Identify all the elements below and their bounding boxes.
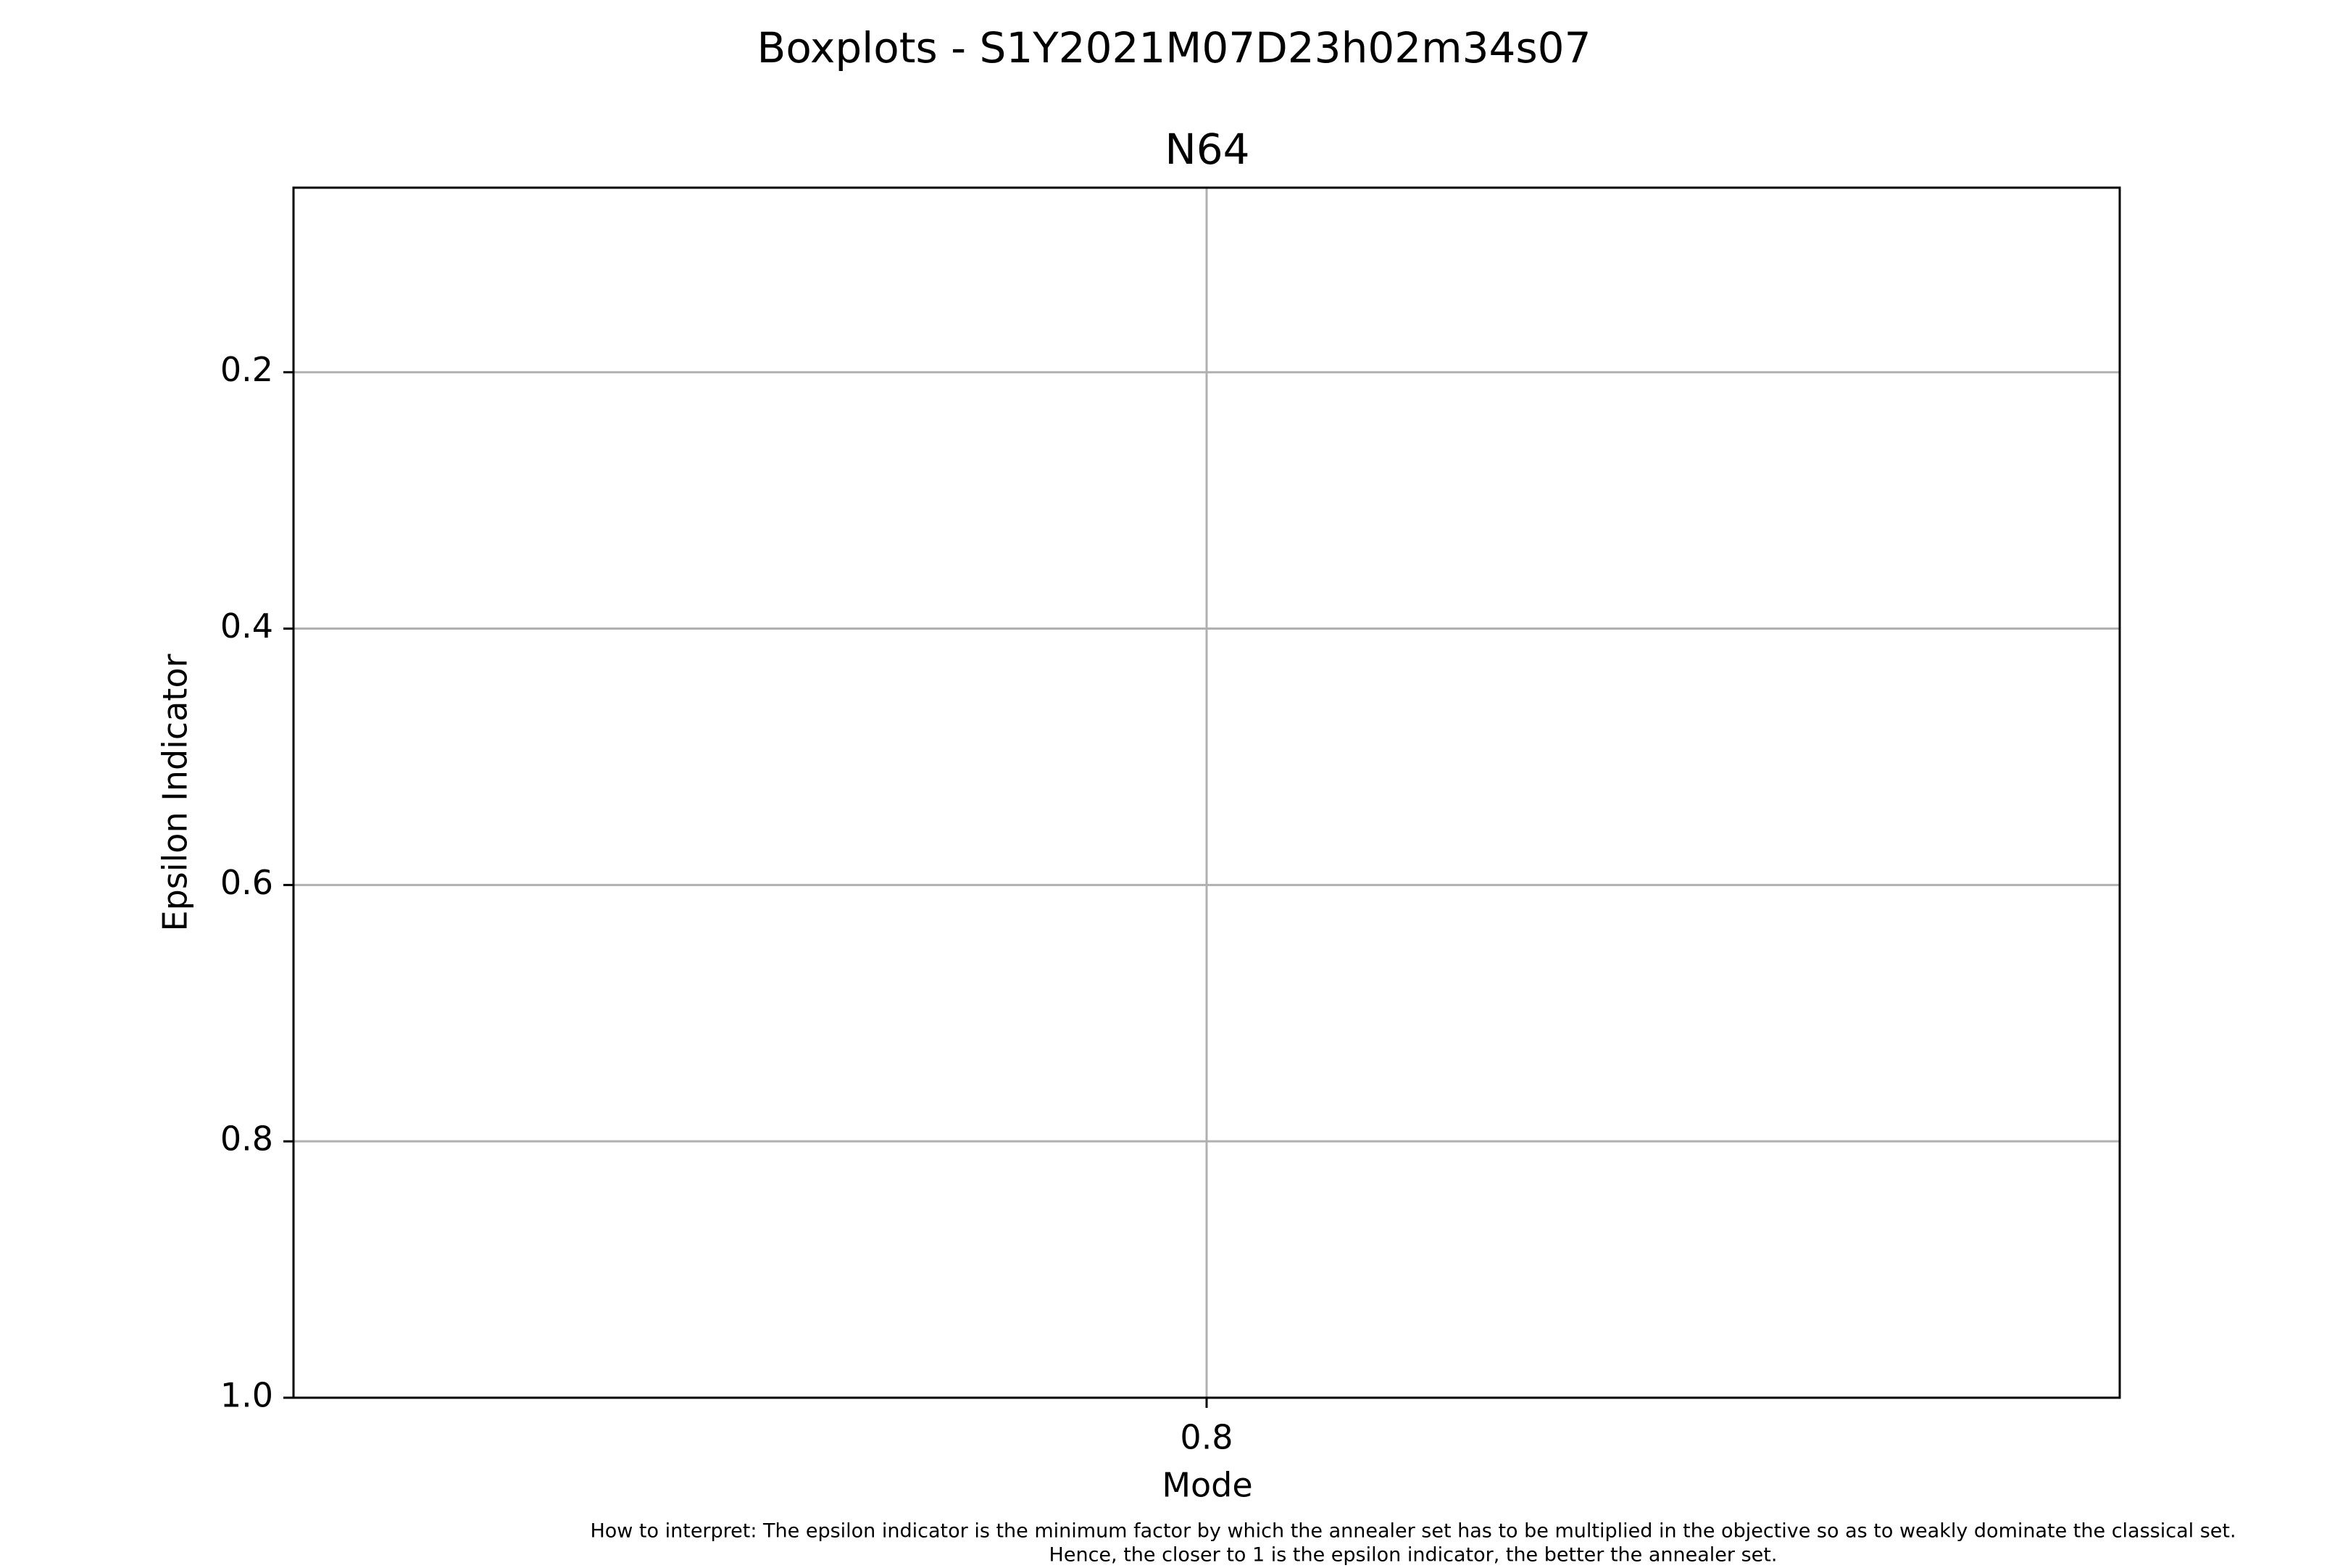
y-tick-label: 0.4 bbox=[220, 606, 273, 646]
footnote-line-2: Hence, the closer to 1 is the epsilon in… bbox=[1049, 1544, 1778, 1566]
chart-title: N64 bbox=[1165, 125, 1249, 174]
y-tick-label: 0.6 bbox=[220, 863, 273, 902]
tick-layer: 0.2 0.4 0.6 0.8 1.0 0.8 bbox=[220, 350, 1233, 1456]
y-axis-label: Epsilon Indicator bbox=[156, 654, 195, 931]
x-axis-label: Mode bbox=[1162, 1466, 1252, 1505]
y-tick-label: 0.2 bbox=[220, 350, 273, 389]
y-tick-label: 0.8 bbox=[220, 1119, 273, 1159]
figure-suptitle: Boxplots - S1Y2021M07D23h02m34s07 bbox=[757, 23, 1591, 72]
y-tick-label: 1.0 bbox=[220, 1376, 273, 1415]
grid-layer bbox=[294, 188, 2120, 1398]
x-tick-label: 0.8 bbox=[1180, 1418, 1233, 1457]
footnote-line-1: How to interpret: The epsilon indicator … bbox=[590, 1520, 2236, 1543]
